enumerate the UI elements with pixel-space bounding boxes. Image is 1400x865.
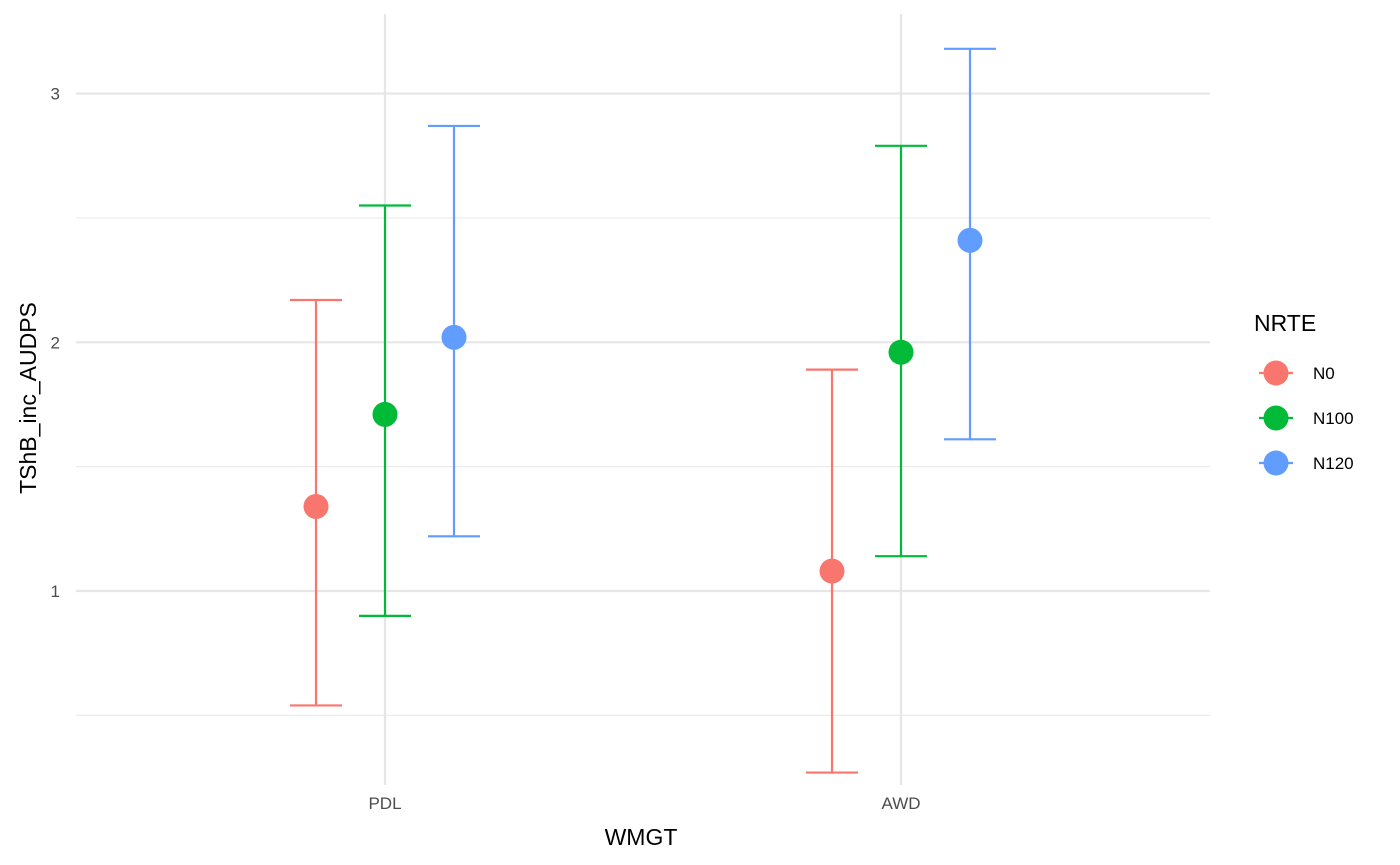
point-N120-PDL [441,324,467,350]
legend-item-N100: N100 [1259,405,1354,431]
legend-label: N0 [1313,364,1335,383]
legend-key-point [1263,360,1289,386]
y-tick-label: 3 [51,85,60,104]
point-N100-AWD [888,339,914,365]
grid-minor [76,217,1210,716]
y-tick-label: 2 [51,333,60,352]
y-tick-label: 1 [51,582,60,601]
x-tick-labels: PDL AWD [368,794,920,813]
legend-title: NRTE [1254,310,1316,336]
legend-label: N100 [1313,409,1354,428]
point-N0-AWD [819,558,845,584]
legend-item-N0: N0 [1259,360,1335,386]
grid-major [76,14,1210,785]
point-N100-PDL [372,401,398,427]
legend-label: N120 [1313,454,1354,473]
x-tick-label: AWD [881,794,920,813]
legend-key-point [1263,450,1289,476]
legend-key-point [1263,405,1289,431]
y-axis-title: TShB_inc_AUDPS [15,302,41,494]
x-tick-label: PDL [368,794,401,813]
legend-item-N120: N120 [1259,450,1354,476]
legend: NRTE N0 N100 N120 [1254,310,1354,476]
chart-marks [290,47,996,774]
point-N0-PDL [303,493,329,519]
point-N120-AWD [957,227,983,253]
y-tick-labels: 1 2 3 [51,85,60,601]
x-axis-title: WMGT [605,824,678,850]
